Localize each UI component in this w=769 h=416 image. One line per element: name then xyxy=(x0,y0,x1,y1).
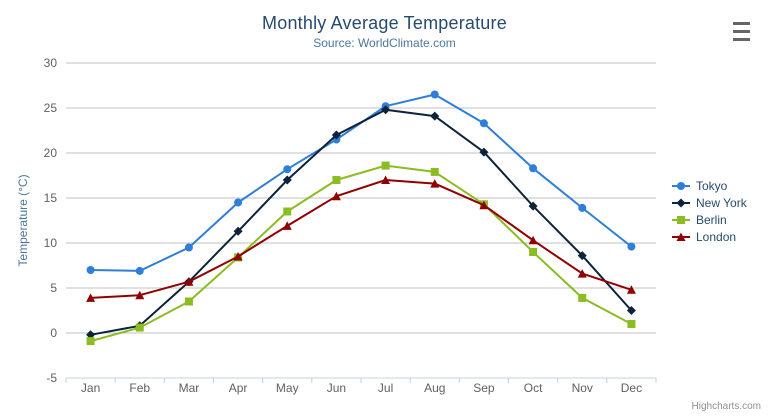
y-tick-label: 25 xyxy=(44,101,58,115)
data-point[interactable] xyxy=(528,201,538,211)
data-point[interactable] xyxy=(184,297,193,306)
data-point[interactable] xyxy=(331,191,341,201)
legend-item-london[interactable]: London xyxy=(670,228,747,245)
x-tick-label: Jan xyxy=(81,381,100,395)
triangle-glyph xyxy=(676,232,686,241)
data-point[interactable] xyxy=(86,330,96,340)
y-tick-label: 5 xyxy=(50,281,57,295)
data-point[interactable] xyxy=(578,293,587,302)
y-tick-label: 0 xyxy=(50,326,57,340)
data-point[interactable] xyxy=(626,306,636,315)
data-point[interactable] xyxy=(381,105,391,115)
data-point[interactable] xyxy=(135,323,144,332)
data-point[interactable] xyxy=(529,164,538,173)
series-new-york xyxy=(86,105,636,340)
data-point[interactable] xyxy=(529,248,538,256)
y-tick-label: 30 xyxy=(44,56,58,70)
x-tick-label: Dec xyxy=(621,381,642,395)
data-point[interactable] xyxy=(282,175,292,185)
data-point[interactable] xyxy=(135,266,144,275)
data-point[interactable] xyxy=(283,207,292,216)
x-tick-label: Apr xyxy=(229,381,248,395)
data-point[interactable] xyxy=(479,200,489,210)
data-point[interactable] xyxy=(577,269,587,278)
series-line[interactable] xyxy=(89,179,633,299)
data-point[interactable] xyxy=(479,147,489,157)
data-point[interactable] xyxy=(283,165,292,174)
data-point[interactable] xyxy=(627,320,636,328)
series-line[interactable] xyxy=(89,108,633,336)
data-point[interactable] xyxy=(331,130,341,140)
legend-label: New York xyxy=(696,195,747,210)
x-tick-label: Mar xyxy=(179,381,200,395)
export-menu-button[interactable] xyxy=(729,18,753,44)
chart-subtitle: Source: WorldClimate.com xyxy=(313,36,456,50)
data-point[interactable] xyxy=(184,277,194,286)
circle-glyph xyxy=(677,181,685,190)
data-point[interactable] xyxy=(86,337,95,346)
y-axis-title: Temperature (°C) xyxy=(16,174,30,266)
legend-item-tokyo[interactable]: Tokyo xyxy=(670,177,747,194)
data-point[interactable] xyxy=(381,175,391,185)
data-point[interactable] xyxy=(234,198,243,207)
legend: Tokyo New York Berlin London xyxy=(670,177,747,245)
data-point[interactable] xyxy=(86,266,95,274)
series-london xyxy=(86,175,636,302)
data-point[interactable] xyxy=(135,290,145,300)
data-point[interactable] xyxy=(577,251,587,261)
x-tick-label: Jun xyxy=(327,381,346,395)
data-point[interactable] xyxy=(332,176,341,184)
x-tick-label: Oct xyxy=(524,381,543,395)
y-tick-label: 15 xyxy=(44,191,58,205)
x-tick-label: Nov xyxy=(572,381,593,395)
diamond-legend-marker-icon xyxy=(672,198,690,207)
legend-item-berlin[interactable]: Berlin xyxy=(670,211,747,228)
x-tick-label: May xyxy=(276,381,299,395)
series-line[interactable] xyxy=(89,93,633,272)
data-point[interactable] xyxy=(626,285,636,294)
diamond-glyph xyxy=(676,198,686,207)
legend-item-new-york[interactable]: New York xyxy=(670,194,747,211)
x-tick-label: Jul xyxy=(378,381,393,395)
x-tick-label: Aug xyxy=(424,381,445,395)
x-tick-label: Sep xyxy=(473,381,495,395)
data-point[interactable] xyxy=(430,111,440,121)
y-tick-label: -5 xyxy=(46,371,57,385)
series-line[interactable] xyxy=(89,164,633,343)
legend-label: Tokyo xyxy=(696,178,728,193)
y-tick-label: 10 xyxy=(44,236,58,250)
data-point[interactable] xyxy=(528,235,538,245)
x-tick-label: Feb xyxy=(129,381,150,395)
data-point[interactable] xyxy=(184,243,193,252)
data-point[interactable] xyxy=(430,90,439,99)
data-point[interactable] xyxy=(86,293,96,302)
data-point[interactable] xyxy=(578,203,587,212)
legend-label: London xyxy=(696,229,737,244)
data-point[interactable] xyxy=(430,167,439,176)
data-point[interactable] xyxy=(430,179,440,188)
circle-legend-marker-icon xyxy=(672,181,690,190)
square-glyph xyxy=(677,215,685,224)
data-point[interactable] xyxy=(282,221,292,230)
data-point[interactable] xyxy=(479,119,488,128)
data-point[interactable] xyxy=(627,242,636,251)
highcharts-credit-link[interactable]: Highcharts.com xyxy=(691,401,761,412)
y-tick-label: 20 xyxy=(44,146,58,160)
chart-title: Monthly Average Temperature xyxy=(262,13,507,33)
data-point[interactable] xyxy=(233,252,243,261)
data-point[interactable] xyxy=(381,161,390,170)
data-point[interactable] xyxy=(233,226,243,236)
square-legend-marker-icon xyxy=(672,215,690,224)
triangle-legend-marker-icon xyxy=(672,232,690,241)
legend-label: Berlin xyxy=(696,212,727,227)
series-tokyo xyxy=(86,90,636,275)
